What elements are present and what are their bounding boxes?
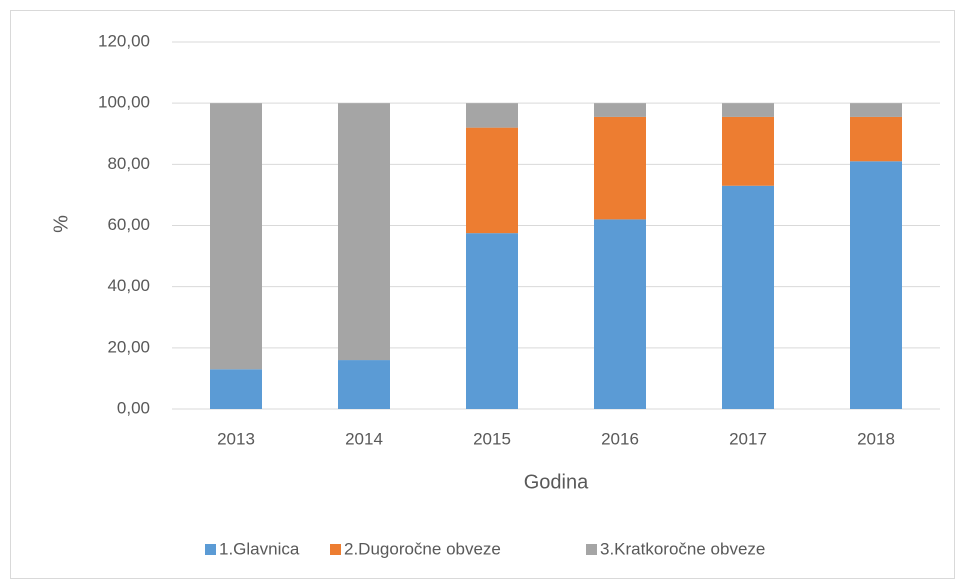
bar-segment [594,103,646,117]
bar-segment [338,360,390,409]
legend-swatch [205,544,216,555]
bar-segment [594,116,646,220]
legend-swatch [586,544,597,555]
bar-segment [722,116,774,186]
legend-label: 2.Dugoročne obveze [344,539,501,558]
y-axis-label: % [50,215,72,233]
x-tick-label: 2015 [473,429,511,448]
x-tick-label: 2013 [217,429,255,448]
x-tick-label: 2017 [729,429,767,448]
bar-segment [210,369,262,409]
x-tick-label: 2018 [857,429,895,448]
bar-segment [466,233,518,409]
bar-segment [850,103,902,117]
bar-segment [722,103,774,117]
y-tick-label: 80,00 [107,154,150,173]
bar-segment [594,219,646,409]
bar-segment [466,127,518,234]
y-tick-label: 0,00 [117,398,150,417]
legend-swatch [330,544,341,555]
legend-label: 1.Glavnica [219,539,300,558]
y-tick-label: 20,00 [107,337,150,356]
bar-segment [466,103,518,128]
bar-segment [210,103,262,370]
x-tick-label: 2014 [345,429,383,448]
y-tick-label: 60,00 [107,215,150,234]
bar-segment [722,185,774,409]
legend-label: 3.Kratkoročne obveze [600,539,765,558]
x-tick-label: 2016 [601,429,639,448]
y-tick-label: 100,00 [98,93,150,112]
bar-segment [338,103,390,361]
x-axis-label: Godina [524,471,589,493]
bar-segment [850,116,902,162]
bar-segment [850,161,902,409]
y-tick-label: 40,00 [107,276,150,295]
y-tick-label: 120,00 [98,31,150,50]
